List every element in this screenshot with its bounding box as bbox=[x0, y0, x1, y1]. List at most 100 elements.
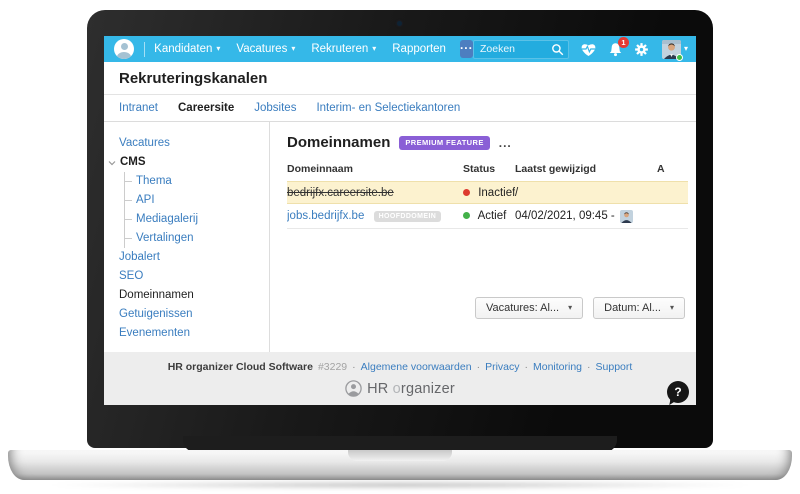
nav-more-button[interactable]: ... bbox=[459, 39, 473, 58]
tab-careersite[interactable]: Careersite bbox=[178, 102, 235, 114]
search-input[interactable] bbox=[479, 43, 551, 55]
sidebar-item-vacatures[interactable]: Vacatures bbox=[119, 137, 170, 149]
section-heading-row: Domeinnamen PREMIUM FEATURE ... bbox=[287, 134, 688, 151]
domain-link[interactable]: jobs.bedrijfx.be bbox=[287, 210, 365, 222]
status-label: Inactief bbox=[478, 186, 515, 199]
heart-pulse-icon bbox=[581, 43, 596, 56]
section-title: Domeinnamen bbox=[287, 134, 391, 151]
section-more-button[interactable]: ... bbox=[498, 135, 512, 150]
menu-label: Kandidaten bbox=[154, 43, 213, 55]
sidebar-item-vertalingen[interactable]: Vertalingen bbox=[125, 229, 269, 248]
footer-product-name: HR organizer Cloud Software bbox=[167, 361, 313, 373]
top-nav: Kandidaten ▾ Vacatures ▾ Rekruteren ▾ Ra… bbox=[104, 36, 696, 62]
status-dot-green bbox=[463, 212, 470, 219]
sidebar-item-thema[interactable]: Thema bbox=[125, 172, 269, 191]
laptop-webcam bbox=[397, 21, 402, 26]
chevron-down-icon: ▾ bbox=[291, 44, 296, 53]
footer-build-number: #3229 bbox=[317, 361, 348, 373]
footer-link-voorwaarden[interactable]: Algemene voorwaarden bbox=[360, 361, 472, 373]
search-box[interactable] bbox=[472, 39, 569, 59]
laptop-shadow bbox=[40, 481, 760, 489]
brand-logo: HR organizer bbox=[104, 380, 696, 397]
domains-table: Domeinnaam Status Laatst gewijzigd A bed… bbox=[287, 163, 688, 229]
menu-rapporten[interactable]: Rapporten bbox=[392, 43, 446, 55]
tab-bar: Intranet Careersite Jobsites Interim- en… bbox=[104, 95, 696, 122]
footer-separator: · bbox=[587, 361, 591, 373]
search-icon bbox=[552, 43, 564, 55]
table-row-inactive-domain[interactable]: bedrijfx.careersite.be Inactief / bbox=[287, 181, 688, 204]
hoofddomein-badge: HOOFDDOMEIN bbox=[373, 211, 442, 222]
sidebar-item-domeinnamen[interactable]: Domeinnamen bbox=[119, 289, 194, 301]
footer-links-row: HR organizer Cloud Software #3229 · Alge… bbox=[104, 352, 696, 373]
sidebar-tree: Vacatures CMS Thema API Mediagalerij Ver… bbox=[104, 122, 270, 352]
sidebar-item-mediagalerij[interactable]: Mediagalerij bbox=[125, 210, 269, 229]
user-avatar bbox=[661, 39, 683, 61]
nav-menu: Kandidaten ▾ Vacatures ▾ Rekruteren ▾ Ra… bbox=[154, 43, 446, 55]
last-modified: / bbox=[515, 186, 519, 199]
domain-name: bedrijfx.careersite.be bbox=[287, 186, 394, 199]
person-icon bbox=[117, 51, 131, 59]
datum-filter-dropdown[interactable]: Datum: Al... ▾ bbox=[593, 297, 685, 319]
tab-interim-selectiekantoren[interactable]: Interim- en Selectiekantoren bbox=[316, 102, 461, 114]
gear-icon bbox=[635, 42, 648, 56]
column-header-laatst-gewijzigd: Laatst gewijzigd bbox=[515, 163, 597, 175]
status-dot-red bbox=[463, 188, 470, 196]
notifications-button[interactable]: 1 bbox=[608, 36, 629, 57]
sidebar-item-cms[interactable]: CMS bbox=[108, 153, 269, 172]
filter-row: Vacatures: Al... ▾ Datum: Al... ▾ bbox=[287, 297, 688, 319]
page-header: Rekruteringskanalen bbox=[104, 62, 696, 95]
menu-label: Vacatures bbox=[236, 43, 288, 55]
sidebar-item-label: CMS bbox=[120, 156, 146, 168]
hr-organizer-logo-icon bbox=[345, 380, 362, 397]
app-footer: HR organizer Cloud Software #3229 · Alge… bbox=[104, 352, 696, 405]
tab-intranet[interactable]: Intranet bbox=[119, 102, 158, 114]
vacatures-filter-dropdown[interactable]: Vacatures: Al... ▾ bbox=[474, 297, 584, 319]
column-header-a: A bbox=[657, 163, 665, 175]
settings-button[interactable] bbox=[634, 42, 649, 57]
health-button[interactable] bbox=[580, 42, 597, 57]
laptop-lid-notch bbox=[348, 450, 452, 461]
footer-separator: · bbox=[476, 361, 481, 373]
chevron-down-icon: ▾ bbox=[372, 44, 377, 53]
sidebar-item-seo[interactable]: SEO bbox=[119, 270, 144, 282]
last-modified: 04/02/2021, 09:45 - bbox=[515, 210, 615, 222]
main-panel: Domeinnamen PREMIUM FEATURE ... Domeinna… bbox=[270, 122, 696, 352]
chevron-down-icon: ▾ bbox=[216, 44, 221, 53]
page-title: Rekruteringskanalen bbox=[119, 69, 268, 87]
person-icon bbox=[120, 43, 128, 50]
menu-label: Rapporten bbox=[392, 43, 446, 55]
menu-kandidaten[interactable]: Kandidaten ▾ bbox=[154, 43, 220, 55]
sidebar-item-api[interactable]: API bbox=[125, 191, 269, 210]
nav-icons: 1 bbox=[580, 36, 688, 61]
menu-label: Rekruteren bbox=[311, 43, 369, 55]
tab-jobsites[interactable]: Jobsites bbox=[254, 102, 297, 114]
laptop-hinge bbox=[183, 436, 617, 452]
app-screen: Kandidaten ▾ Vacatures ▾ Rekruteren ▾ Ra… bbox=[104, 36, 696, 405]
chevron-down-icon: ▾ bbox=[568, 303, 573, 312]
help-button[interactable]: ? bbox=[667, 381, 689, 403]
table-row-active-domain[interactable]: jobs.bedrijfx.be HOOFDDOMEIN Actief 04/0… bbox=[287, 204, 688, 229]
status-label: Actief bbox=[477, 210, 507, 222]
footer-separator: · bbox=[352, 361, 356, 373]
column-header-status: Status bbox=[463, 163, 496, 175]
user-menu[interactable]: ▾ bbox=[661, 39, 688, 61]
sidebar-item-evenementen[interactable]: Evenementen bbox=[119, 327, 190, 339]
table-header-row: Domeinnaam Status Laatst gewijzigd A bbox=[287, 163, 688, 181]
chevron-down-icon bbox=[108, 159, 116, 167]
footer-link-support[interactable]: Support bbox=[595, 361, 633, 373]
sidebar-item-jobalert[interactable]: Jobalert bbox=[119, 251, 160, 263]
online-status-dot bbox=[675, 53, 683, 61]
chevron-down-icon: ▾ bbox=[683, 44, 688, 53]
nav-profile-icon[interactable] bbox=[114, 39, 134, 59]
menu-rekruteren[interactable]: Rekruteren ▾ bbox=[311, 43, 376, 55]
sidebar-item-getuigenissen[interactable]: Getuigenissen bbox=[119, 308, 193, 320]
footer-separator: · bbox=[524, 361, 529, 373]
logo-text: HR organizer bbox=[367, 380, 455, 397]
menu-vacatures[interactable]: Vacatures ▾ bbox=[236, 43, 295, 55]
modified-by-avatar bbox=[619, 209, 633, 223]
footer-link-privacy[interactable]: Privacy bbox=[485, 361, 520, 373]
footer-link-monitoring[interactable]: Monitoring bbox=[533, 361, 583, 373]
filter-label: Datum: Al... bbox=[604, 302, 661, 314]
content-body: Vacatures CMS Thema API Mediagalerij Ver… bbox=[104, 122, 696, 352]
